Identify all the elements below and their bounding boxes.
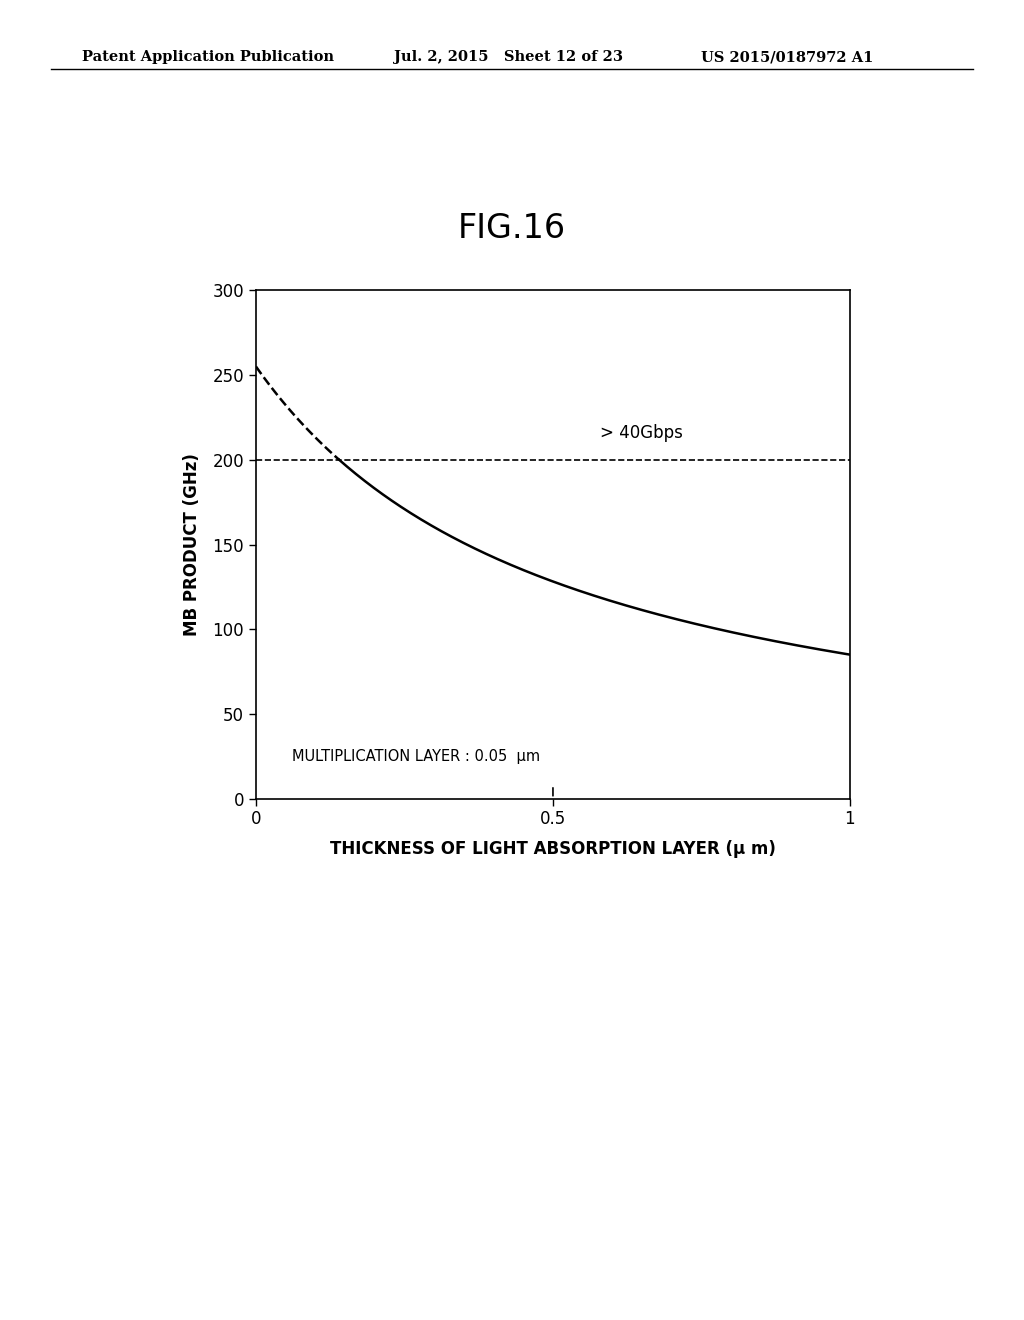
Text: Jul. 2, 2015   Sheet 12 of 23: Jul. 2, 2015 Sheet 12 of 23 [394,50,624,65]
Text: FIG.16: FIG.16 [458,211,566,244]
X-axis label: THICKNESS OF LIGHT ABSORPTION LAYER (μ m): THICKNESS OF LIGHT ABSORPTION LAYER (μ m… [330,840,776,858]
Text: US 2015/0187972 A1: US 2015/0187972 A1 [701,50,873,65]
Text: Patent Application Publication: Patent Application Publication [82,50,334,65]
Text: > 40Gbps: > 40Gbps [600,424,683,442]
Text: MULTIPLICATION LAYER : 0.05  μm: MULTIPLICATION LAYER : 0.05 μm [292,750,540,764]
Y-axis label: MB PRODUCT (GHz): MB PRODUCT (GHz) [183,453,202,636]
